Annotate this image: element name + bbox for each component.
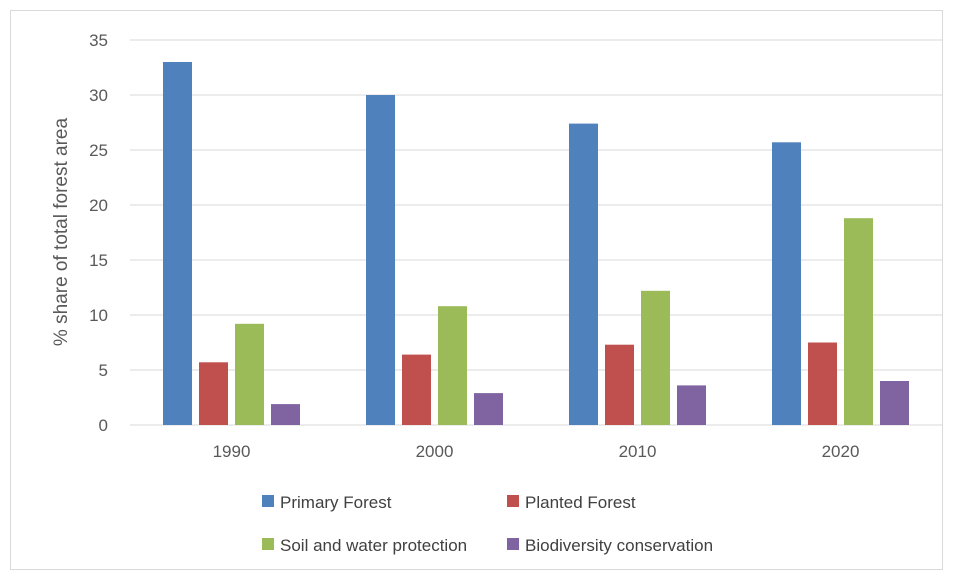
gridlines — [130, 39, 942, 426]
legend-swatch — [507, 538, 519, 550]
y-tick-labels: 0 5 10 15 20 25 30 35 — [89, 31, 108, 435]
legend-label: Biodiversity conservation — [525, 536, 713, 555]
y-tick-label: 5 — [99, 361, 108, 380]
bar-biodiversity-conservation-1990 — [271, 404, 300, 425]
bar-soil-and-water-protection-2020 — [844, 218, 873, 425]
x-tick-label: 2010 — [619, 442, 657, 461]
y-axis-title: % share of total forest area — [51, 118, 72, 347]
legend-label: Primary Forest — [280, 493, 392, 512]
legend-label: Planted Forest — [525, 493, 636, 512]
bar-biodiversity-conservation-2000 — [474, 393, 503, 425]
bar-primary-forest-2010 — [569, 123, 598, 425]
bars — [163, 62, 909, 426]
y-tick-label: 25 — [89, 141, 108, 160]
bar-primary-forest-2000 — [366, 95, 395, 425]
y-tick-label: 35 — [89, 31, 108, 50]
bar-soil-and-water-protection-1990 — [235, 323, 264, 425]
y-tick-label: 20 — [89, 196, 108, 215]
y-tick-label: 15 — [89, 251, 108, 270]
y-tick-label: 30 — [89, 86, 108, 105]
y-tick-label: 0 — [99, 416, 108, 435]
x-tick-label: 1990 — [213, 442, 251, 461]
bar-biodiversity-conservation-2020 — [880, 381, 909, 425]
legend-swatch — [262, 495, 274, 507]
legend: Primary Forest Planted Forest Soil and wat… — [262, 493, 713, 555]
x-tick-label: 2020 — [822, 442, 860, 461]
legend-swatch — [262, 538, 274, 550]
bar-planted-forest-1990 — [199, 362, 228, 425]
y-tick-label: 10 — [89, 306, 108, 325]
legend-swatch — [507, 495, 519, 507]
bar-planted-forest-2010 — [605, 344, 634, 425]
bar-primary-forest-1990 — [163, 62, 192, 425]
bar-soil-and-water-protection-2010 — [641, 290, 670, 425]
bar-planted-forest-2000 — [402, 354, 431, 425]
bar-biodiversity-conservation-2010 — [677, 385, 706, 425]
bar-planted-forest-2020 — [808, 342, 837, 425]
bar-soil-and-water-protection-2000 — [438, 306, 467, 425]
bar-primary-forest-2020 — [772, 142, 801, 426]
x-tick-labels: 1990 2000 2010 2020 — [213, 442, 860, 461]
legend-label: Soil and water protection — [280, 536, 467, 555]
x-tick-label: 2000 — [416, 442, 454, 461]
